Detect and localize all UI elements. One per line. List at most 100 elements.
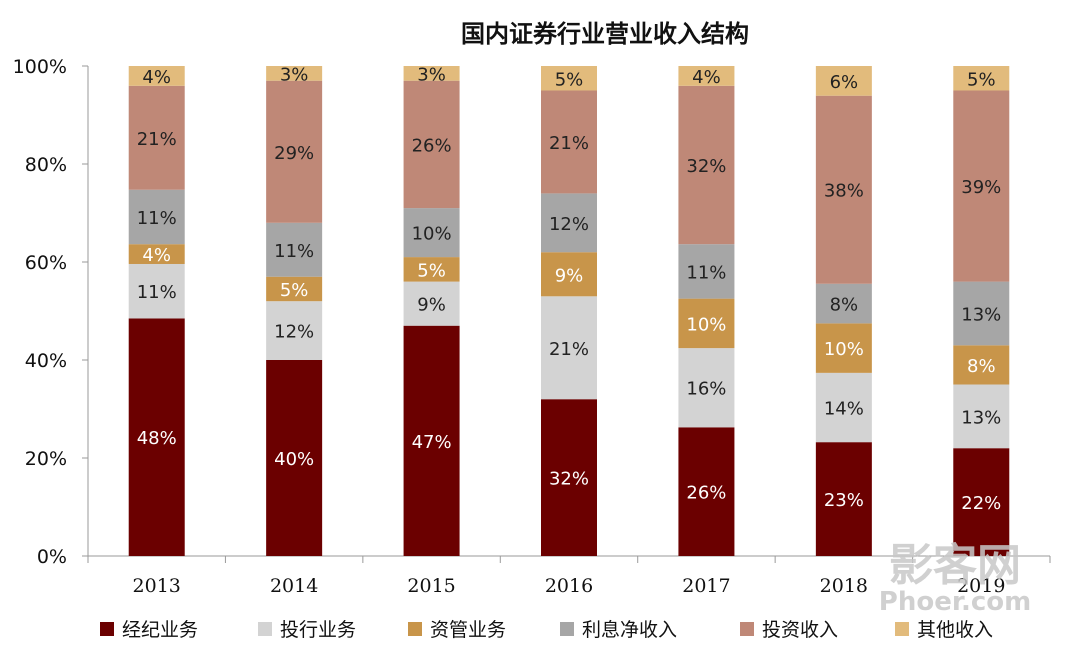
legend-item: 资管业务 [408, 619, 506, 641]
legend-label: 投行业务 [280, 619, 356, 641]
legend-label: 资管业务 [430, 619, 506, 641]
bar-segment [541, 296, 597, 400]
legend-item: 经纪业务 [100, 619, 198, 641]
bar-segment [953, 90, 1010, 282]
watermark-line1: 影客网 [889, 540, 1021, 591]
legend-label: 投资收入 [762, 619, 838, 641]
bar-segment [128, 66, 185, 86]
bar-segment [128, 85, 185, 190]
bar-segment [128, 263, 185, 319]
data-label: 10% [412, 224, 452, 245]
bar-segment [266, 301, 323, 360]
legend-swatch [560, 622, 574, 636]
legend-swatch [740, 622, 754, 636]
bar-segment [953, 384, 1010, 449]
data-label: 32% [549, 469, 589, 490]
bar-segment [541, 90, 597, 194]
data-label: 23% [824, 490, 864, 511]
data-label: 3% [280, 64, 309, 85]
legend-swatch [100, 622, 114, 636]
legend-label: 利息净收入 [582, 619, 677, 641]
bar-segment [403, 208, 460, 258]
bar-segment [815, 323, 872, 373]
data-label: 38% [824, 181, 864, 202]
data-label: 10% [686, 314, 726, 335]
bar-segment [678, 427, 735, 556]
bar-segment [128, 318, 185, 556]
bar-segment [678, 298, 735, 349]
data-label: 6% [830, 72, 859, 93]
data-label: 8% [967, 356, 996, 377]
data-label: 13% [961, 407, 1001, 428]
y-tick-label: 80% [25, 154, 67, 176]
y-tick-label: 100% [13, 56, 67, 78]
bar-segment [953, 345, 1010, 385]
data-label: 26% [686, 483, 726, 504]
bar-segment [678, 66, 735, 86]
legend-swatch [258, 622, 272, 636]
data-label: 5% [555, 69, 584, 90]
data-label: 4% [142, 67, 171, 88]
bar-segment [128, 189, 185, 245]
data-label: 22% [961, 493, 1001, 514]
data-label: 39% [961, 177, 1001, 198]
bar-segment [266, 222, 323, 277]
bar-segment [541, 193, 597, 253]
x-tick-label: 2015 [407, 575, 455, 597]
bar-segment [953, 281, 1010, 346]
data-label: 12% [549, 214, 589, 235]
y-tick-label: 20% [25, 448, 67, 470]
bar-segment [403, 325, 460, 556]
bar-segment [541, 399, 597, 556]
x-tick-label: 2017 [682, 575, 730, 597]
data-label: 9% [555, 265, 584, 286]
chart-title: 国内证券行业营业收入结构 [461, 19, 749, 48]
data-label: 14% [824, 399, 864, 420]
bar-segment [266, 276, 323, 302]
bar-segment [541, 66, 597, 91]
legend-label: 经纪业务 [122, 619, 198, 641]
legend-label: 其他收入 [917, 619, 993, 641]
bar-segment [678, 244, 735, 299]
data-label: 5% [417, 260, 446, 281]
bar-segment [953, 448, 1010, 556]
legend-item: 其他收入 [895, 619, 993, 641]
legend-item: 投资收入 [740, 619, 838, 641]
watermark-line2: Phoer.com [879, 587, 1031, 617]
data-label: 4% [142, 245, 171, 266]
legend-item: 投行业务 [258, 619, 356, 641]
data-label: 29% [274, 143, 314, 164]
data-label: 21% [137, 129, 177, 150]
bar-segment [403, 66, 460, 81]
bar-segment [266, 80, 323, 223]
y-tick-label: 40% [25, 350, 67, 372]
bars: 48% 11% 4% 11% 21% 4% 40% 12% 5% 11% 29% 3% 47% 9% 5% 1… [128, 64, 1010, 556]
bar-segment [403, 257, 460, 282]
legend-swatch [408, 622, 422, 636]
y-tick-label: 60% [25, 252, 67, 274]
bar-segment [815, 442, 872, 556]
data-label: 47% [412, 432, 452, 453]
data-label: 5% [280, 280, 309, 301]
data-label: 13% [961, 304, 1001, 325]
x-tick-label: 2013 [133, 575, 181, 597]
bar-segment [815, 95, 872, 284]
bar-segment [266, 360, 323, 556]
bar-segment [815, 66, 872, 96]
data-label: 21% [549, 133, 589, 154]
bar-segment [403, 281, 460, 326]
bar-segment [128, 244, 185, 264]
x-tick-label: 2014 [270, 575, 318, 597]
bar-segment [403, 80, 460, 209]
data-label: 11% [686, 262, 726, 283]
data-label: 3% [417, 64, 446, 85]
data-label: 4% [692, 67, 721, 88]
legend-swatch [895, 622, 909, 636]
x-tick-label: 2019 [957, 575, 1005, 597]
data-label: 32% [686, 156, 726, 177]
legend: 经纪业务 投行业务 资管业务 利息净收入 投资收入 其他收入 [100, 619, 993, 641]
data-label: 8% [830, 295, 859, 316]
x-tick-label: 2018 [820, 575, 868, 597]
x-tick-label: 2016 [545, 575, 593, 597]
bar-segment [815, 372, 872, 443]
